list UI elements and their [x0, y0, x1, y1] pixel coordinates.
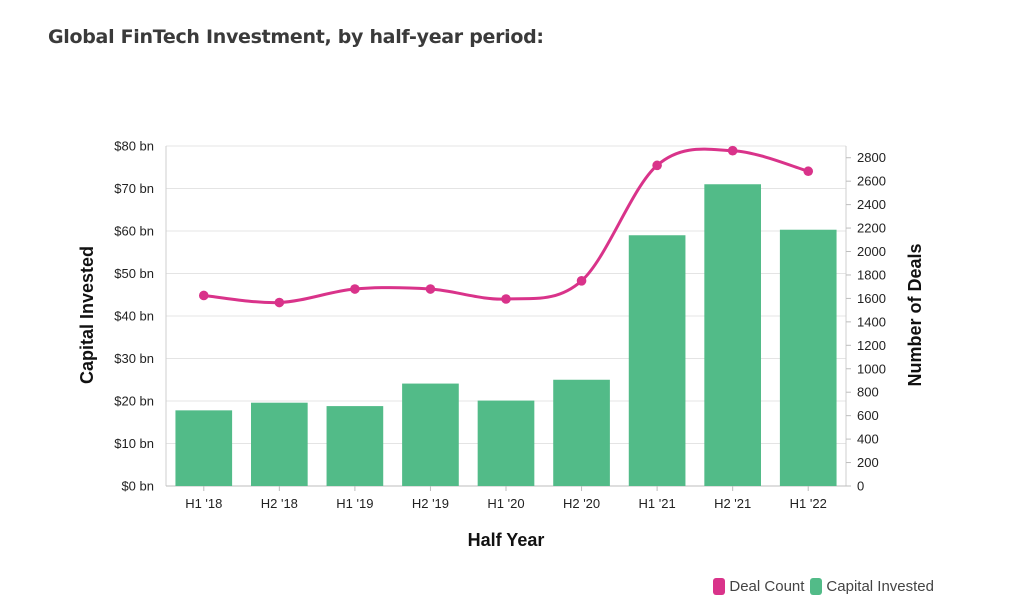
x-tick-label: H1 '20 [487, 496, 524, 511]
bar[interactable] [553, 379, 610, 486]
bar[interactable] [704, 184, 761, 486]
right-tick-label: 2600 [857, 174, 886, 189]
line-deal-count [198, 145, 814, 308]
legend-label-capital-invested: Capital Invested [826, 578, 934, 595]
right-tick-label: 1600 [857, 291, 886, 306]
right-tick-label: 2200 [857, 221, 886, 236]
right-tick-label: 1400 [857, 314, 886, 329]
legend-swatch-capital-invested [810, 578, 823, 595]
x-tick-label: H1 '18 [185, 496, 222, 511]
x-tick-label: H2 '18 [261, 496, 298, 511]
bar[interactable] [402, 383, 459, 486]
left-tick-label: $60 bn [114, 224, 154, 239]
x-tick-label: H1 '21 [639, 496, 676, 511]
bar[interactable] [326, 406, 384, 486]
right-tick-label: 200 [857, 455, 879, 470]
bar[interactable] [477, 400, 535, 486]
left-tick-label: $30 bn [114, 351, 154, 366]
right-axis-ticks: 0 200 400 600 800 1000 1200 1400 1600 1800 2000 220… [846, 150, 886, 494]
legend-item-deal-count[interactable]: Deal Count [713, 578, 804, 595]
right-tick-label: 1200 [857, 338, 886, 353]
deal-count-point[interactable] [501, 294, 511, 304]
x-tick-label: H2 '19 [412, 496, 449, 511]
x-tick-label: H1 '22 [790, 496, 827, 511]
right-axis-title: Number of Deals [905, 243, 925, 386]
right-tick-label: 2400 [857, 197, 886, 212]
bar[interactable] [251, 402, 308, 486]
left-axis-title: Capital Invested [77, 246, 97, 384]
left-tick-label: $40 bn [114, 309, 154, 324]
deal-count-point[interactable] [425, 284, 436, 294]
bar[interactable] [628, 235, 686, 486]
deal-count-point[interactable] [350, 284, 360, 294]
deal-count-point[interactable] [576, 276, 587, 286]
x-tick-label: H2 '20 [563, 496, 600, 511]
bar[interactable] [175, 410, 233, 486]
left-axis-ticks: $0 bn $10 bn $20 bn $30 bn $40 bn $50 bn $60 b… [114, 139, 154, 494]
deal-count-point[interactable] [803, 166, 814, 177]
chart-title: Global FinTech Investment, by half-year … [48, 26, 544, 48]
left-tick-label: $0 bn [121, 479, 154, 494]
left-tick-label: $20 bn [114, 394, 154, 409]
legend-item-capital-invested[interactable]: Capital Invested [810, 578, 934, 595]
x-axis-title: Half Year [468, 530, 545, 550]
left-tick-label: $10 bn [114, 436, 154, 451]
right-tick-label: 1000 [857, 361, 886, 376]
deal-count-point[interactable] [274, 297, 285, 308]
legend-swatch-deal-count [713, 578, 726, 595]
deal-count-point[interactable] [727, 145, 738, 156]
x-tick-label: H2 '21 [714, 496, 751, 511]
x-axis-ticks: H1 '18 H2 '18 H1 '19 H2 '19 H1 '20 H2 '20 H1 '… [185, 486, 827, 511]
left-tick-label: $50 bn [114, 266, 154, 281]
combo-chart: $0 bn $10 bn $20 bn $30 bn $40 bn $50 bn $60 b… [77, 139, 925, 551]
legend: Deal Count Capital Invested [713, 578, 934, 595]
right-tick-label: 400 [857, 432, 879, 447]
right-tick-label: 2000 [857, 244, 886, 259]
right-tick-label: 1800 [857, 267, 886, 282]
right-tick-label: 0 [857, 479, 864, 494]
right-tick-label: 800 [857, 385, 879, 400]
left-tick-label: $80 bn [114, 139, 154, 154]
deal-count-point[interactable] [198, 290, 209, 301]
right-tick-label: 600 [857, 408, 879, 423]
right-tick-label: 2800 [857, 150, 886, 165]
x-tick-label: H1 '19 [336, 496, 373, 511]
deal-count-point[interactable] [652, 160, 662, 171]
legend-label-deal-count: Deal Count [729, 578, 805, 595]
bar[interactable] [779, 229, 837, 486]
deal-count-line [203, 147, 809, 305]
bars-capital-invested [175, 184, 837, 486]
left-tick-label: $70 bn [114, 181, 154, 196]
